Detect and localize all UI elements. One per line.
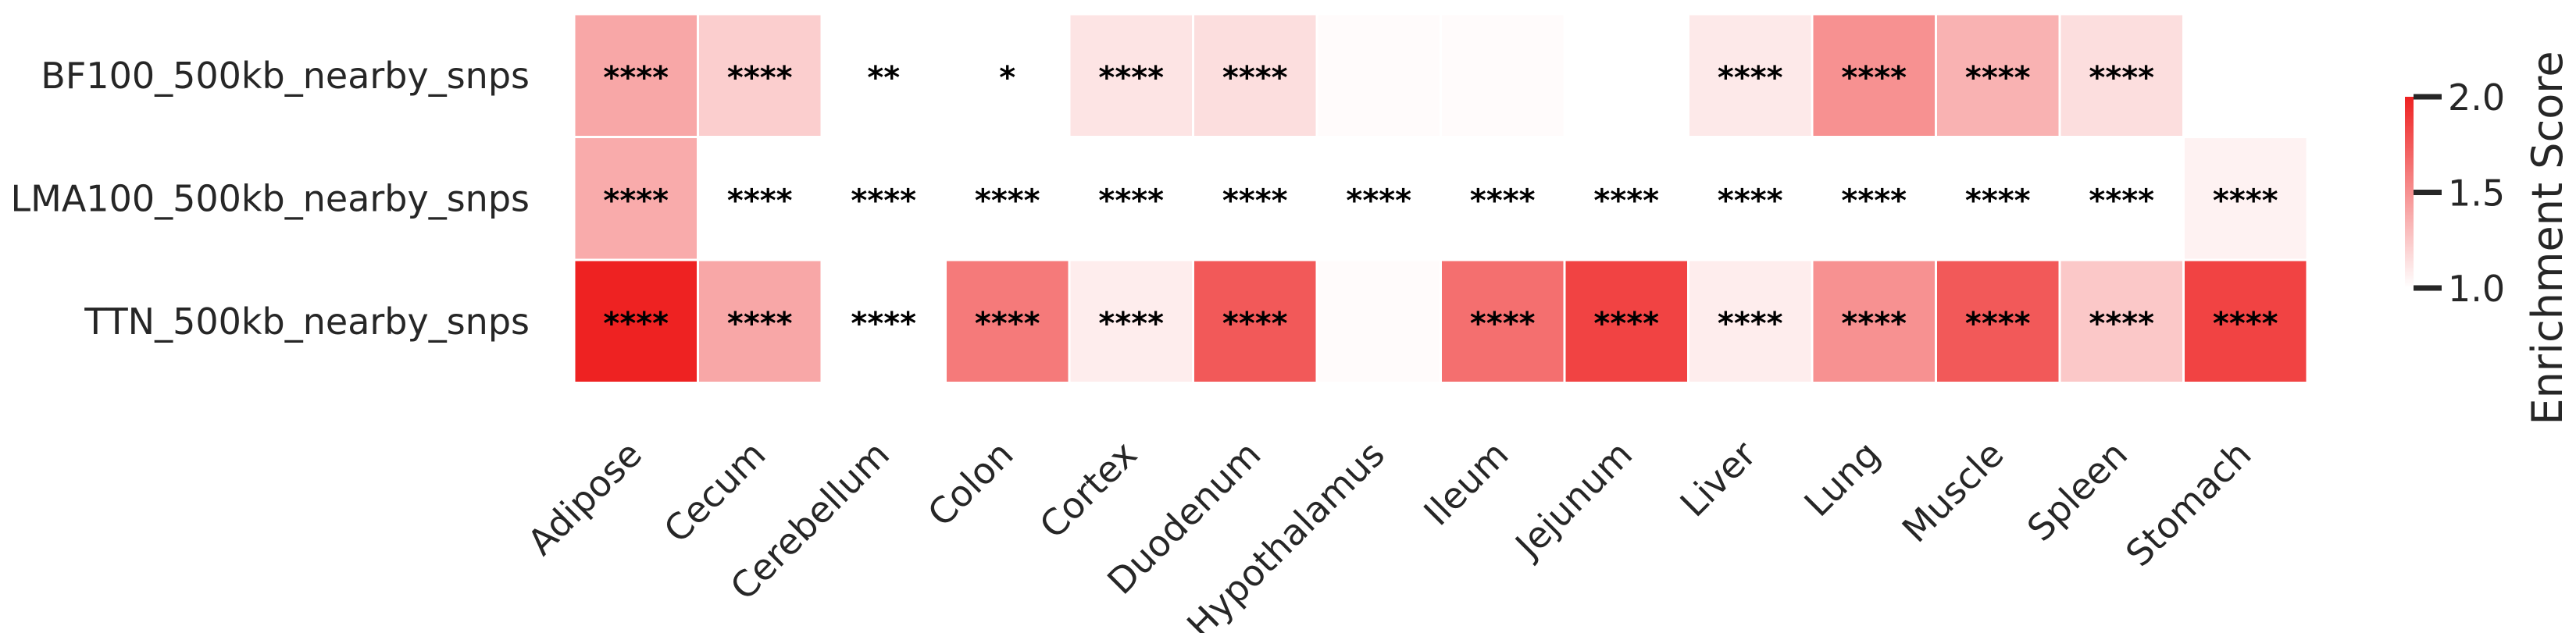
significance-label: **** [727,306,793,342]
significance-label: **** [1098,183,1164,219]
significance-label: **** [727,183,793,219]
significance-labels: **** **** ** * **** **** **** **** **** ******** *… [603,60,2278,342]
heatmap-cells [573,12,2309,384]
column-label: Liver [1672,433,1764,525]
heatmap-cell [697,258,823,384]
significance-label: **** [603,183,669,219]
column-label: Spleen [2019,433,2135,549]
heatmap-cell [1687,12,1814,138]
column-label: Adipose [519,433,650,564]
significance-label: **** [851,183,916,219]
colorbar: 2.0 1.5 1.0 Enrichment Score [2405,51,2572,425]
significance-label: **** [1222,306,1288,342]
heatmap-cell [2182,136,2309,261]
significance-label: **** [1718,183,1783,219]
significance-label: **** [2089,60,2154,96]
column-label: Lung [1796,433,1888,525]
column-label: Ileum [1415,433,1516,534]
heatmap-cell [1935,12,2061,138]
heatmap-cell [1563,258,1689,384]
significance-label: **** [603,306,669,342]
significance-label: **** [1593,183,1659,219]
significance-label: **** [2089,306,2154,342]
significance-label: **** [1098,306,1164,342]
row-label: LMA100_500kb_nearby_snps [11,177,530,219]
heatmap-cell [1935,258,2061,384]
colorbar-tick-label: 1.5 [2448,172,2505,215]
row-labels: BF100_500kb_nearby_snps LMA100_500kb_near… [11,55,530,343]
significance-label: **** [1841,306,1907,342]
heatmap-cell [573,12,699,138]
column-label: Jejunum [1506,433,1640,567]
heatmap-cell [2058,12,2185,138]
heatmap-cell [1068,12,1194,138]
significance-label: **** [1346,183,1411,219]
significance-label: **** [1470,183,1536,219]
heatmap-cell [1068,258,1194,384]
heatmap-cell [697,12,823,138]
heatmap-cell [1315,258,1442,384]
significance-label: **** [2089,183,2154,219]
heatmap-cell [1811,258,1937,384]
significance-label: **** [975,306,1040,342]
heatmap-cell [2182,258,2309,384]
heatmap-cell [1811,12,1937,138]
colorbar-ticks: 2.0 1.5 1.0 [2414,76,2505,310]
significance-label: **** [603,60,669,96]
row-label: TTN_500kb_nearby_snps [84,300,530,343]
heatmap-cell [944,258,1071,384]
heatmap-cell [1315,12,1442,138]
significance-label: **** [1098,60,1164,96]
significance-label: **** [727,60,793,96]
significance-label: ** [867,60,900,96]
heatmap-cell [1687,258,1814,384]
colorbar-tick-label: 2.0 [2448,76,2505,119]
column-label: Cortex [1031,433,1145,547]
significance-label: **** [1222,183,1288,219]
significance-label: **** [1718,306,1783,342]
significance-label: * [999,60,1015,96]
significance-label: **** [1718,60,1783,96]
heatmap-cell [2058,258,2185,384]
colorbar-tick-label: 1.0 [2448,268,2505,310]
significance-label: **** [975,183,1040,219]
significance-label: **** [1965,60,2031,96]
significance-label: **** [2213,183,2278,219]
heatmap-cell [1440,12,1566,138]
colorbar-title: Enrichment Score [2523,51,2572,425]
row-label: BF100_500kb_nearby_snps [41,55,530,97]
significance-label: **** [1470,306,1536,342]
significance-label: **** [1593,306,1659,342]
column-label: Muscle [1894,433,2012,551]
significance-label: **** [1841,60,1907,96]
colorbar-gradient [2405,97,2414,288]
column-label: Stomach [2118,433,2260,575]
significance-label: **** [1965,183,2031,219]
column-label: Cecum [655,433,773,551]
significance-label: **** [1841,183,1907,219]
significance-label: **** [1222,60,1288,96]
significance-label: **** [851,306,916,342]
significance-label: **** [1965,306,2031,342]
significance-label: **** [2213,306,2278,342]
heatmap-cell [1440,258,1566,384]
column-label: Colon [919,433,1021,535]
